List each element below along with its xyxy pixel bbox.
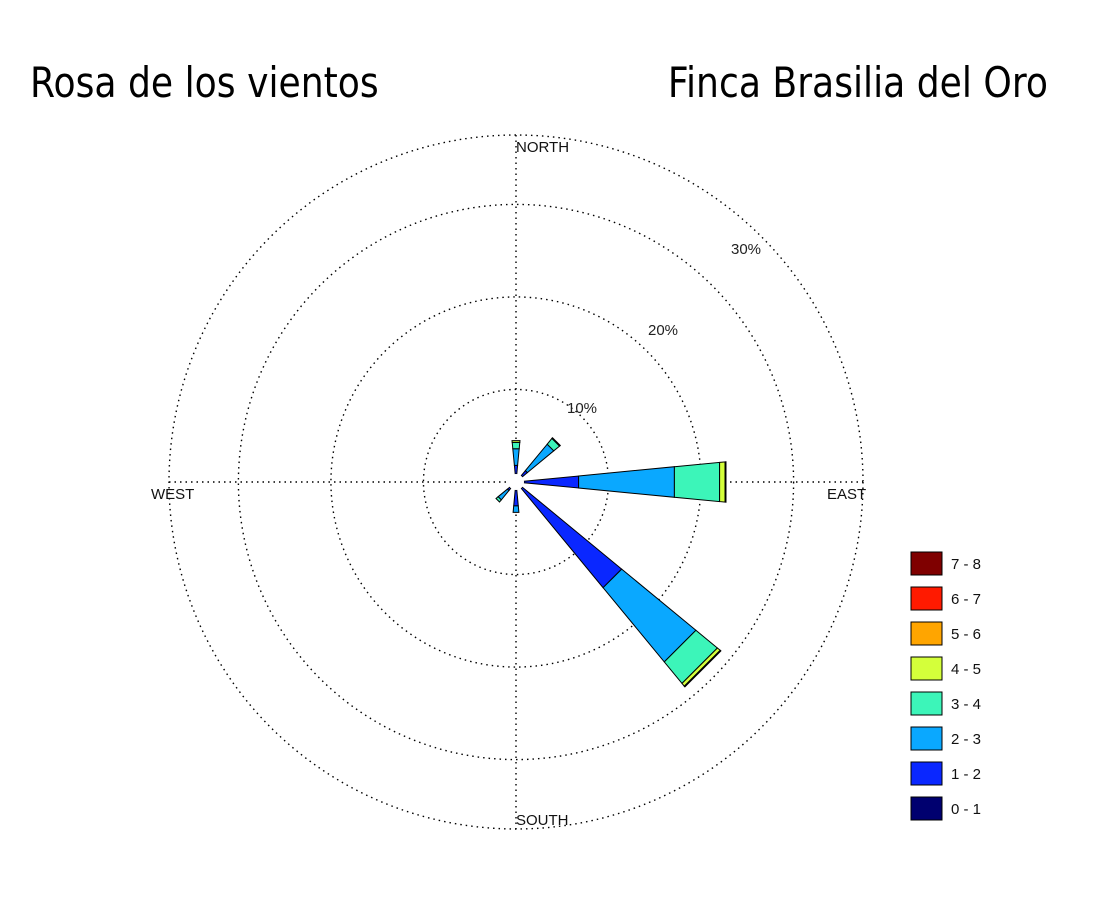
petal-segment-180-bin-1 — [513, 489, 519, 507]
chart-labels: NORTH EAST SOUTH WEST 10% 20% 30% — [151, 139, 866, 829]
petal-segment-90-bin-4 — [719, 461, 726, 503]
grid-ring — [237, 203, 795, 761]
petal-segment-0-bin-2 — [512, 448, 520, 466]
petal-segment-90-bin-2 — [578, 466, 675, 498]
petal-segment-0-bin-3 — [511, 441, 521, 450]
chart-title-left: Rosa de los vientos — [30, 58, 379, 107]
legend-swatch — [910, 691, 943, 716]
calm-center — [508, 474, 524, 490]
radial-tick-label: 30% — [731, 241, 761, 258]
petal-segment-45-bin-2 — [524, 443, 555, 474]
legend-swatch — [910, 726, 943, 751]
petal-segment-0-bin-4 — [511, 440, 521, 443]
petal-segment-45-bin-4 — [551, 436, 562, 447]
direction-label-west: WEST — [151, 486, 194, 503]
legend-label: 4 - 5 — [951, 661, 981, 678]
legend-label: 1 - 2 — [951, 766, 981, 783]
chart-title-right: Finca Brasilia del Oro — [667, 58, 1048, 107]
direction-label-east: EAST — [827, 486, 866, 503]
legend-swatch — [910, 621, 943, 646]
petal-segment-90-bin-5 — [724, 461, 727, 503]
petal-segment-225-bin-3 — [495, 496, 502, 503]
direction-label-north: NORTH — [516, 139, 569, 156]
petals-group — [495, 436, 727, 688]
legend-label: 6 - 7 — [951, 591, 981, 608]
petal-segment-135-bin-1 — [520, 486, 623, 589]
legend-swatch — [910, 551, 943, 576]
legend-label: 3 - 4 — [951, 696, 981, 713]
petal-segment-135-bin-5 — [683, 649, 722, 688]
legend-swatch — [910, 796, 943, 821]
direction-label-south: SOUTH — [516, 812, 569, 829]
legend-swatch — [910, 586, 943, 611]
legend-swatch — [910, 656, 943, 681]
legend-label: 7 - 8 — [951, 556, 981, 573]
radial-tick-label: 20% — [648, 322, 678, 339]
legend: 7 - 8 6 - 7 5 - 6 4 - 5 3 - 4 2 - 3 1 - 2 0 - 1 — [910, 551, 981, 821]
legend-label: 5 - 6 — [951, 626, 981, 643]
petal-segment-0-bin-1 — [513, 464, 519, 475]
petal-segment-90-bin-1 — [523, 475, 580, 489]
legend-label: 0 - 1 — [951, 801, 981, 818]
legend-label: 2 - 3 — [951, 731, 981, 748]
petal-segment-90-bin-3 — [673, 461, 721, 503]
legend-swatch — [910, 761, 943, 786]
petal-segment-180-bin-2 — [512, 505, 520, 513]
radial-tick-label: 10% — [567, 400, 597, 417]
